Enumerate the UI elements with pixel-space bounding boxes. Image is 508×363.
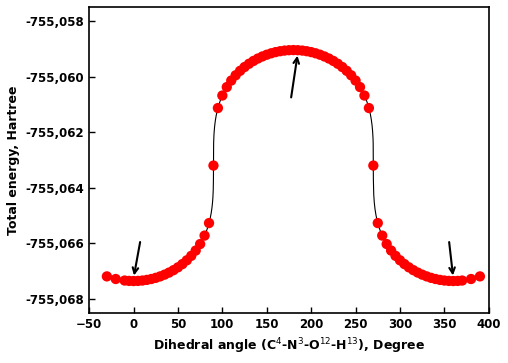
Point: [316, 52, 324, 58]
Point: [130, 278, 138, 284]
Point: [161, 272, 169, 278]
Point: [311, 50, 320, 56]
Point: [374, 220, 382, 226]
Point: [392, 253, 400, 259]
Point: [423, 273, 431, 279]
Point: [307, 49, 315, 55]
Point: [258, 54, 266, 60]
Point: [294, 47, 302, 53]
Point: [152, 275, 160, 281]
Point: [183, 257, 191, 263]
Point: [201, 233, 209, 238]
Point: [134, 278, 142, 284]
Point: [267, 50, 275, 56]
Point: [276, 48, 284, 54]
Point: [192, 248, 200, 253]
Point: [356, 84, 364, 90]
Point: [369, 163, 377, 168]
Point: [400, 261, 408, 267]
Point: [321, 54, 329, 60]
Point: [476, 273, 484, 279]
Point: [387, 248, 395, 253]
Point: [272, 49, 280, 55]
Point: [138, 278, 146, 284]
Point: [240, 64, 248, 70]
Point: [378, 233, 386, 238]
Point: [365, 105, 373, 111]
Point: [263, 52, 271, 58]
Point: [431, 276, 439, 282]
Point: [285, 47, 293, 53]
Point: [449, 278, 457, 284]
Point: [174, 264, 182, 270]
Point: [125, 278, 133, 284]
Point: [214, 105, 222, 111]
Point: [290, 47, 298, 53]
Point: [280, 48, 289, 53]
Point: [409, 267, 418, 273]
Point: [245, 61, 253, 67]
Point: [218, 93, 227, 98]
Point: [147, 276, 155, 282]
Point: [436, 277, 444, 283]
Point: [418, 272, 426, 278]
Point: [165, 270, 173, 276]
Point: [249, 58, 258, 64]
Point: [427, 275, 435, 281]
Point: [352, 78, 360, 83]
Point: [342, 68, 351, 74]
Point: [236, 68, 244, 74]
Point: [209, 163, 217, 168]
Point: [383, 241, 391, 247]
Point: [360, 93, 368, 98]
Point: [329, 58, 337, 64]
Point: [445, 278, 453, 284]
Point: [334, 61, 342, 67]
Point: [112, 276, 120, 282]
Point: [227, 78, 235, 83]
Point: [454, 278, 462, 284]
Point: [178, 261, 186, 267]
Point: [170, 267, 178, 273]
Point: [120, 278, 129, 284]
Y-axis label: Total energy, Hartree: Total energy, Hartree: [7, 85, 20, 235]
Point: [396, 257, 404, 263]
Point: [232, 72, 240, 78]
Point: [440, 278, 449, 284]
Point: [156, 273, 164, 279]
Point: [298, 48, 306, 53]
Point: [414, 270, 422, 276]
Point: [205, 220, 213, 226]
Point: [338, 64, 346, 70]
Point: [303, 48, 311, 54]
Point: [196, 241, 204, 247]
Point: [405, 264, 413, 270]
Point: [103, 273, 111, 279]
Point: [467, 276, 475, 282]
Point: [254, 56, 262, 61]
X-axis label: Dihedral angle (C$^4$-N$^3$-O$^{12}$-H$^{13}$), Degree: Dihedral angle (C$^4$-N$^3$-O$^{12}$-H$^…: [153, 337, 425, 356]
Point: [347, 72, 355, 78]
Point: [223, 84, 231, 90]
Point: [458, 278, 466, 284]
Point: [187, 253, 195, 259]
Point: [325, 56, 333, 61]
Point: [143, 277, 151, 283]
